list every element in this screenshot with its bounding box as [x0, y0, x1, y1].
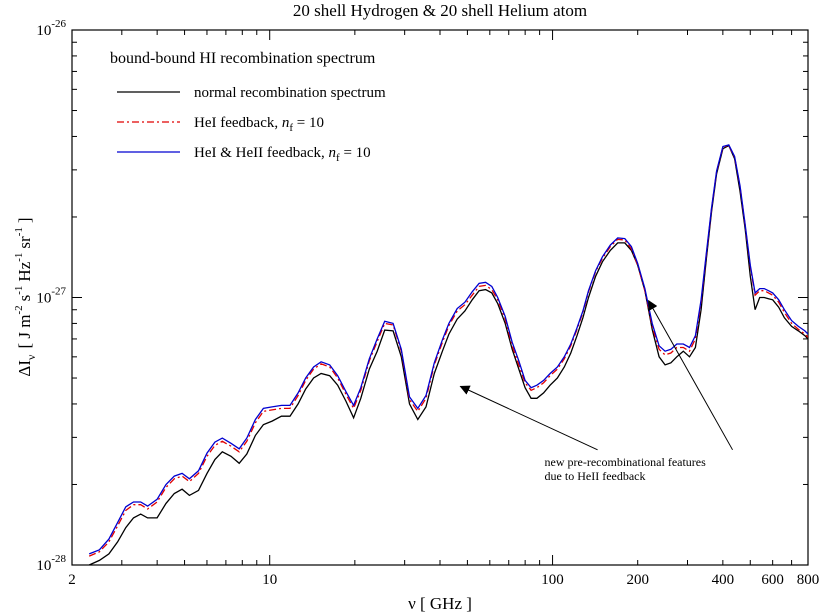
series-line-2	[88, 144, 808, 557]
series-line-3	[88, 144, 808, 555]
chart-title: 20 shell Hydrogen & 20 shell Helium atom	[293, 1, 587, 20]
y-axis-ticks: 10-28 10-27 10-26	[36, 18, 808, 574]
plot-frame	[71, 29, 809, 566]
legend-label-3: HeI & HeII feedback, nf = 10	[194, 145, 371, 164]
annotation-arrow	[459, 385, 598, 451]
x-tick-label: 400	[712, 572, 735, 588]
x-tick-label: 600	[761, 572, 784, 588]
series-layer	[88, 144, 808, 565]
y-tick-label: 10-28	[36, 553, 66, 574]
x-tick-label: 2	[68, 572, 76, 588]
y-axis-label: ΔIν[ J m-2s-1Hz-1sr-1]	[13, 217, 38, 376]
series-line-1	[88, 144, 808, 565]
x-tick-label: 100	[541, 572, 564, 588]
legend-label-1: normal recombination spectrum	[194, 85, 386, 101]
y-tick-label: 10-27	[36, 286, 66, 307]
annotation-text: new pre-recombinational features	[545, 455, 707, 469]
x-tick-label: 10	[262, 572, 277, 588]
annotation-arrow	[648, 299, 733, 451]
legend-label-2: HeI feedback, nf = 10	[194, 115, 324, 134]
x-tick-label: 800	[797, 572, 820, 588]
y-tick-label: 10-26	[36, 18, 66, 39]
x-tick-label: 200	[626, 572, 649, 588]
legend-title: bound-bound HI recombination spectrum	[110, 50, 376, 67]
x-axis-ticks: 2 10 100 200 400 600 800	[68, 30, 819, 588]
x-axis-label: ν [ GHz ]	[408, 594, 472, 612]
legend: bound-bound HI recombination spectrum no…	[110, 50, 386, 164]
annotation-text: due to HeII feedback	[545, 469, 646, 483]
